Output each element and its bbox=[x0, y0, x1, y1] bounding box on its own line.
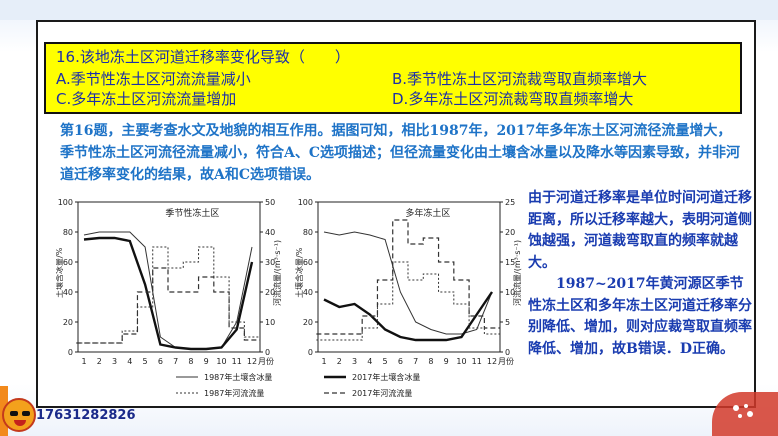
left-series-3 bbox=[76, 246, 260, 344]
option-d: D.多年冻土区河流裁弯取直频率增大 bbox=[392, 90, 634, 108]
right-xtick-label: 10 bbox=[456, 357, 466, 366]
right-xtick-label: 3 bbox=[352, 357, 357, 366]
right-series-4 bbox=[316, 219, 500, 335]
right-series-3 bbox=[316, 261, 500, 341]
left-ytick-label: 60 bbox=[63, 258, 73, 267]
left-x-unit: 月份 bbox=[258, 356, 274, 366]
avatar-right-eye bbox=[22, 411, 30, 416]
phone-number: 17631282826 bbox=[36, 408, 136, 423]
left-xtick-label: 8 bbox=[188, 357, 193, 366]
right-plot-frame bbox=[317, 201, 501, 353]
figure-area: 季节性冻土区 0 20 40 60 80 100 0 10 20 30 40 50 1 2 3 4 5 6 7 8 9 10… bbox=[54, 188, 526, 406]
right-xtick-label: 1 bbox=[321, 357, 326, 366]
side-paragraph-2: 1987~2017年黄河源区季节性冻土区和多年冻土区河道迁移率分别降低、增加，则… bbox=[528, 276, 752, 357]
option-b: B.季节性冻土区河流裁弯取直频率增大 bbox=[392, 70, 648, 88]
option-a: A.季节性冻土区河流流量减小 bbox=[56, 70, 251, 88]
right-y2tick-label: 25 bbox=[505, 198, 515, 207]
left-ytick-label: 100 bbox=[58, 198, 73, 207]
left-y2tick-label: 20 bbox=[265, 288, 275, 297]
left-xtick-label: 5 bbox=[143, 357, 148, 366]
right-xtick-label: 4 bbox=[367, 357, 372, 366]
right-xtick-label: 9 bbox=[444, 357, 449, 366]
side-explanation: 由于河道迁移率是单位时间河道迁移距离，所以迁移率越大，表明河道侧蚀越强，河道裁弯… bbox=[528, 188, 754, 360]
left-y2-axis-label: 河流流量/(m³·s⁻¹) bbox=[272, 240, 282, 306]
left-xtick-label: 9 bbox=[204, 357, 209, 366]
right-series-1 bbox=[323, 231, 493, 335]
avatar-left-eye bbox=[10, 411, 18, 416]
right-y2tick-label: 15 bbox=[505, 258, 515, 267]
left-y-axis-label: 土壤含冰量/% bbox=[56, 247, 64, 298]
left-xtick-label: 3 bbox=[112, 357, 117, 366]
legend-label-1: 1987年土壤含冰量 bbox=[204, 372, 272, 382]
right-y2tick-label: 5 bbox=[505, 318, 510, 327]
legend-label-2: 2017年土壤含冰量 bbox=[352, 372, 420, 382]
left-ytick-label: 0 bbox=[68, 348, 73, 357]
corner-decoration bbox=[712, 392, 778, 436]
left-ytick-label: 40 bbox=[63, 288, 73, 297]
legend-label-3: 1987年河流流量 bbox=[204, 388, 264, 398]
left-ytick-label: 80 bbox=[63, 228, 73, 237]
left-xtick-label: 11 bbox=[232, 357, 242, 366]
left-xtick-label: 10 bbox=[216, 357, 226, 366]
right-xtick-label: 7 bbox=[413, 357, 418, 366]
left-y2tick-label: 10 bbox=[265, 318, 275, 327]
right-y-axis-label: 土壤含冰量/% bbox=[294, 247, 304, 298]
left-xtick-label: 1 bbox=[81, 357, 86, 366]
right-chart-title: 多年冻土区 bbox=[405, 207, 450, 219]
corner-ornament bbox=[733, 404, 753, 418]
right-x-unit: 月份 bbox=[498, 356, 514, 366]
left-ytick-label: 20 bbox=[63, 318, 73, 327]
left-series-1 bbox=[83, 231, 253, 350]
avatar-mouth bbox=[14, 420, 26, 426]
left-series-4 bbox=[76, 267, 260, 344]
question-box bbox=[44, 42, 742, 114]
left-y2tick-label: 40 bbox=[265, 228, 275, 237]
right-xtick-label: 5 bbox=[383, 357, 388, 366]
option-c: C.多年冻土区河流流量增加 bbox=[56, 90, 237, 108]
explanation-text: 第16题，主要考查水文及地貌的相互作用。据图可知，相比1987年，2017年多年… bbox=[60, 123, 741, 183]
right-y2tick-label: 10 bbox=[505, 288, 515, 297]
left-xtick-label: 12 bbox=[247, 357, 257, 366]
right-ytick-label: 20 bbox=[303, 318, 313, 327]
left-y2tick-label: 30 bbox=[265, 258, 275, 267]
legend-label-4: 2017年河流流量 bbox=[352, 388, 412, 398]
question-title: 16.该地冻土区河道迁移率变化导致（ ） bbox=[56, 48, 350, 66]
right-xtick-label: 2 bbox=[337, 357, 342, 366]
right-xtick-label: 6 bbox=[398, 357, 403, 366]
left-plot-frame bbox=[77, 201, 261, 353]
right-xtick-label: 12 bbox=[487, 357, 497, 366]
right-xtick-label: 8 bbox=[428, 357, 433, 366]
right-xtick-label: 11 bbox=[472, 357, 482, 366]
right-ytick-label: 80 bbox=[303, 228, 313, 237]
left-xtick-label: 6 bbox=[158, 357, 163, 366]
avatar bbox=[2, 398, 36, 432]
left-xtick-label: 2 bbox=[97, 357, 102, 366]
right-ytick-label: 40 bbox=[303, 288, 313, 297]
top-decoration bbox=[0, 0, 778, 20]
left-xtick-label: 7 bbox=[173, 357, 178, 366]
right-y2tick-label: 20 bbox=[505, 228, 515, 237]
left-series-2 bbox=[83, 236, 254, 351]
left-y2tick-label: 50 bbox=[265, 198, 275, 207]
left-chart-title: 季节性冻土区 bbox=[165, 207, 219, 219]
right-y2-axis-label: 河流流量/(m³·s⁻¹) bbox=[512, 240, 522, 306]
right-ytick-label: 100 bbox=[298, 198, 313, 207]
right-series-2 bbox=[323, 291, 493, 342]
right-y2tick-label: 0 bbox=[505, 348, 510, 357]
right-ytick-label: 0 bbox=[308, 348, 313, 357]
left-y2tick-label: 0 bbox=[265, 348, 270, 357]
side-paragraph-1: 由于河道迁移率是单位时间河道迁移距离，所以迁移率越大，表明河道侧蚀越强，河道裁弯… bbox=[528, 190, 752, 271]
left-xtick-label: 4 bbox=[127, 357, 132, 366]
right-ytick-label: 60 bbox=[303, 258, 313, 267]
